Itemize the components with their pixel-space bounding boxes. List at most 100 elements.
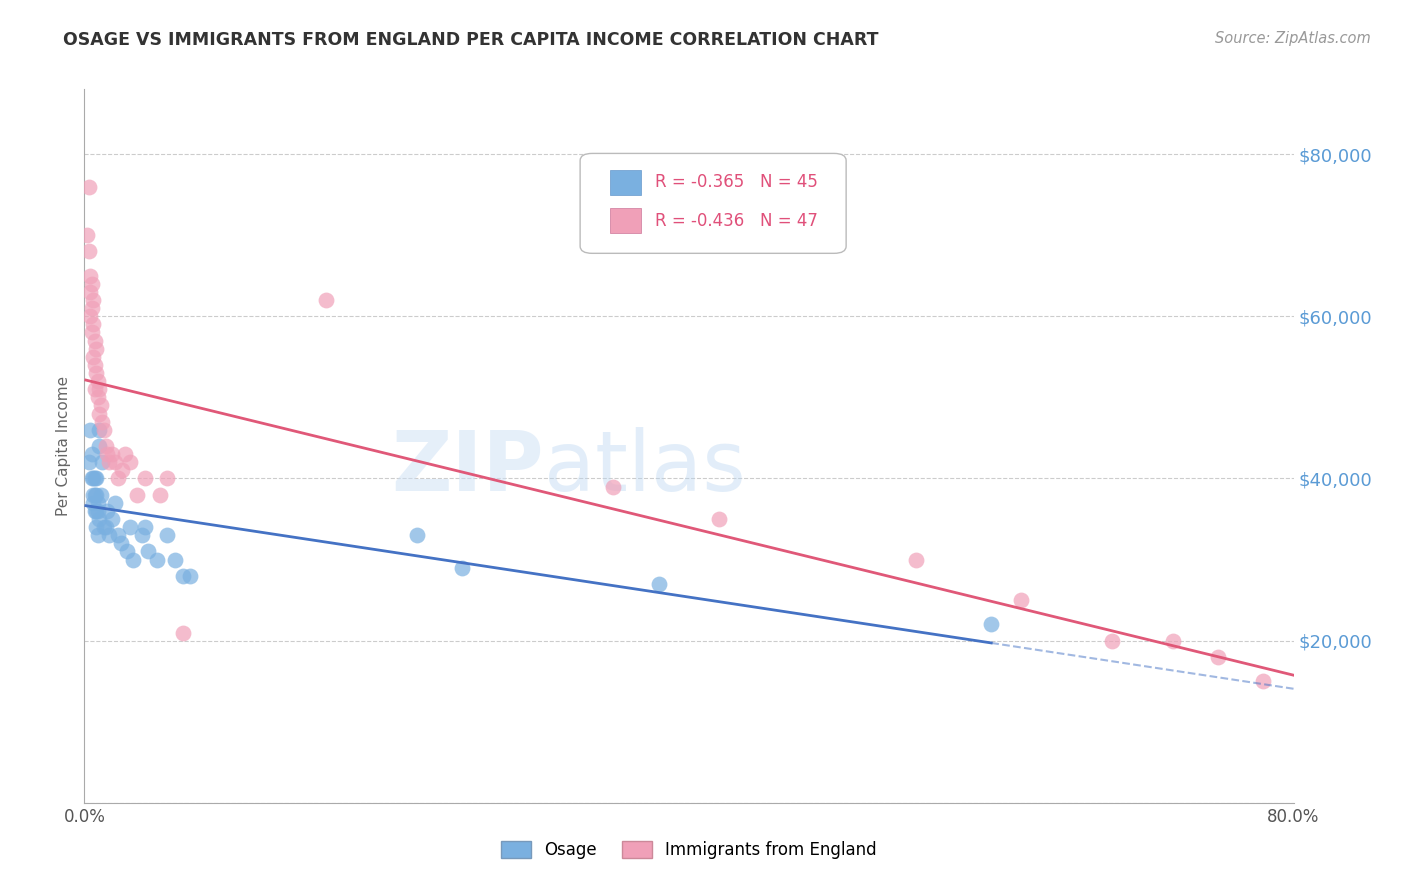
Point (136, 544, 159, 558)
Point (100, 447, 122, 461)
Point (406, 528, 429, 542)
Text: Source: ZipAtlas.com: Source: ZipAtlas.com (1215, 31, 1371, 46)
Point (1161, 633, 1184, 648)
Point (149, 488, 172, 502)
Point (165, 552, 187, 566)
Text: atlas: atlas (544, 427, 745, 508)
Point (89, 382, 111, 396)
FancyBboxPatch shape (610, 209, 641, 234)
Point (94, 439, 117, 453)
Point (86, 366, 108, 380)
FancyBboxPatch shape (610, 169, 641, 194)
Point (1101, 633, 1123, 648)
Point (121, 552, 143, 566)
Point (79, 285, 101, 299)
Point (89, 423, 111, 437)
Point (172, 625, 194, 640)
Point (97, 528, 120, 542)
Point (110, 536, 132, 550)
Point (118, 455, 141, 469)
Point (86, 504, 108, 518)
Point (96, 447, 118, 461)
Point (82, 318, 104, 332)
Point (709, 512, 731, 526)
Point (79, 423, 101, 437)
Point (84, 471, 107, 485)
Point (80, 326, 103, 340)
Point (904, 552, 927, 566)
Point (179, 568, 201, 582)
Point (156, 471, 179, 485)
Point (86, 488, 108, 502)
Point (602, 479, 624, 493)
Point (94, 520, 117, 534)
Point (97, 455, 120, 469)
Y-axis label: Per Capita Income: Per Capita Income (56, 376, 72, 516)
Point (77, 244, 100, 259)
Point (980, 617, 1002, 632)
Point (100, 512, 122, 526)
Point (1253, 674, 1275, 689)
Point (131, 528, 153, 542)
Point (80, 447, 103, 461)
Point (87, 390, 110, 404)
Point (79, 310, 101, 324)
Point (93, 520, 115, 534)
Point (115, 544, 138, 558)
Point (104, 455, 127, 469)
Point (134, 520, 156, 534)
Point (118, 520, 141, 534)
Point (84, 334, 107, 348)
FancyBboxPatch shape (581, 153, 846, 253)
Point (84, 488, 107, 502)
Point (87, 496, 110, 510)
Point (84, 382, 107, 396)
Point (79, 268, 101, 283)
Point (84, 358, 107, 372)
Text: ZIP: ZIP (391, 427, 544, 508)
Point (82, 350, 104, 364)
Point (89, 407, 111, 421)
Point (82, 471, 104, 485)
Point (80, 277, 103, 291)
Point (76, 228, 98, 243)
Point (134, 471, 156, 485)
Point (104, 496, 127, 510)
Point (91, 455, 114, 469)
Text: R = -0.365   N = 45: R = -0.365 N = 45 (655, 173, 818, 191)
Point (80, 301, 103, 315)
Text: OSAGE VS IMMIGRANTS FROM ENGLAND PER CAPITA INCOME CORRELATION CHART: OSAGE VS IMMIGRANTS FROM ENGLAND PER CAP… (63, 31, 879, 49)
Point (87, 374, 110, 388)
Point (1011, 593, 1033, 607)
Point (648, 577, 671, 591)
Point (1206, 649, 1229, 664)
Point (87, 528, 110, 542)
Point (84, 504, 107, 518)
Point (77, 179, 100, 194)
Point (451, 560, 474, 574)
Point (80, 471, 103, 485)
Point (89, 439, 111, 453)
Point (127, 488, 149, 502)
Legend: Osage, Immigrants from England: Osage, Immigrants from England (495, 834, 883, 866)
Point (93, 423, 115, 437)
Point (111, 463, 134, 477)
Point (172, 568, 194, 582)
Point (146, 552, 169, 566)
Point (107, 471, 129, 485)
Point (315, 293, 337, 307)
Point (114, 447, 136, 461)
Point (87, 504, 110, 518)
Point (90, 399, 112, 413)
Point (86, 520, 108, 534)
Point (82, 293, 104, 307)
Point (90, 488, 112, 502)
Point (86, 471, 108, 485)
Point (89, 512, 111, 526)
Point (82, 488, 104, 502)
Text: R = -0.436   N = 47: R = -0.436 N = 47 (655, 212, 818, 230)
Point (91, 415, 114, 429)
Point (107, 528, 129, 542)
Point (77, 455, 100, 469)
Point (82, 496, 104, 510)
